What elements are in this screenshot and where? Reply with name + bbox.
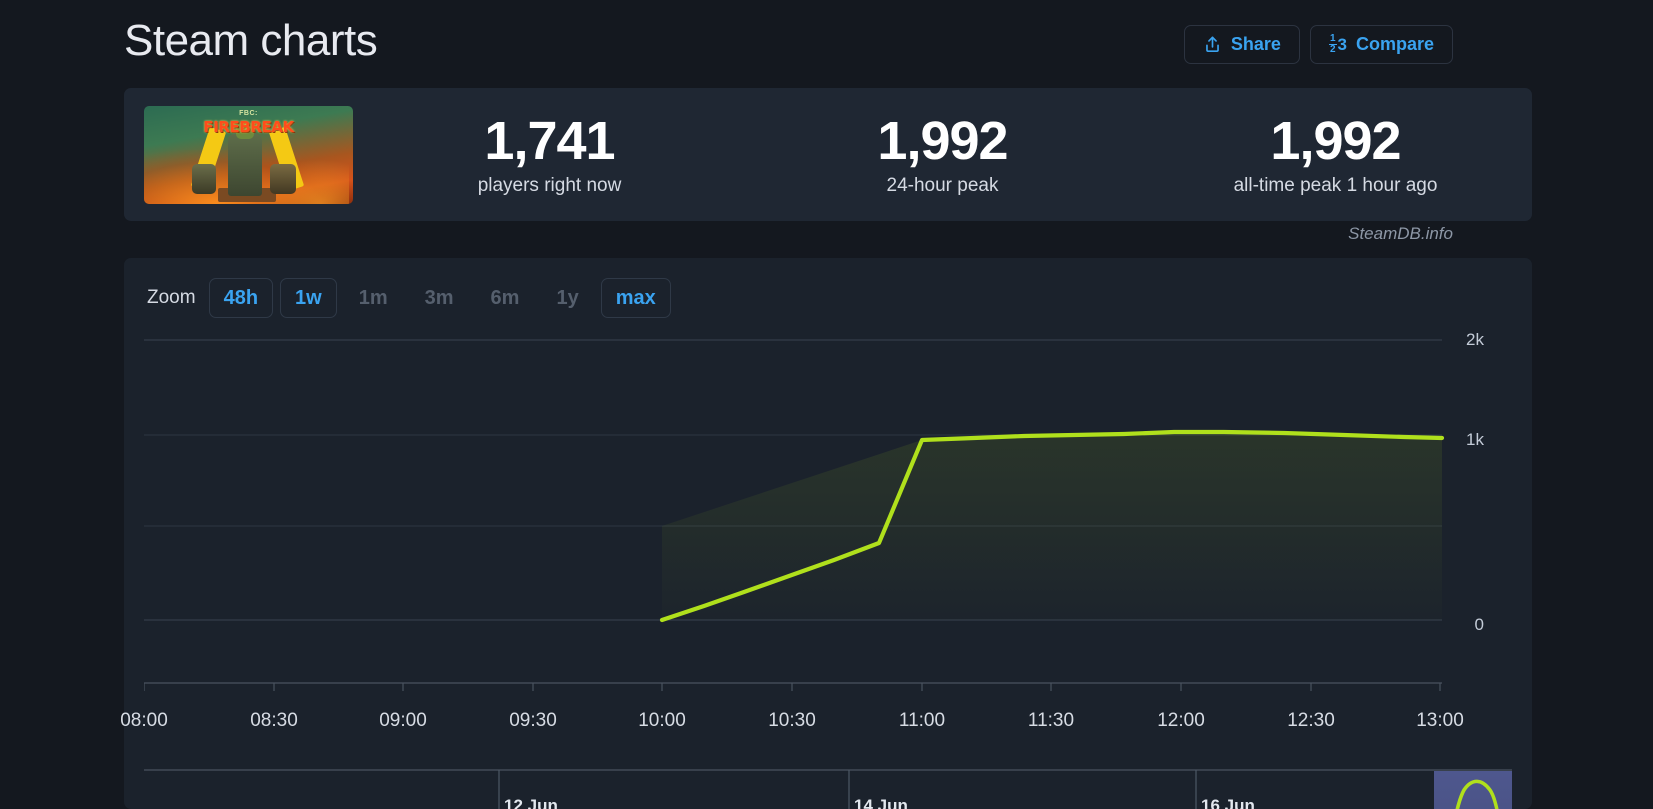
x-axis-tick-label: 11:00 — [898, 710, 946, 731]
compare-button[interactable]: 1 2 3 Compare — [1309, 25, 1453, 64]
stat-value: 1,992 — [877, 110, 1008, 171]
x-axis-tick-label: 09:00 — [379, 710, 427, 731]
stat-24-hour-peak: 1,992 24-hour peak — [746, 112, 1139, 197]
x-axis-tick-label: 12:00 — [1157, 710, 1205, 731]
thumbnail-logo-prefix: FBC: — [239, 109, 258, 117]
chart-plot-area[interactable]: 2k 1k 0 08:00 08:30 09:00 09:30 10:00 10… — [120, 330, 1512, 809]
zoom-button-max[interactable]: max — [600, 278, 671, 318]
stat-value: 1,992 — [1270, 110, 1401, 171]
share-button[interactable]: Share — [1183, 25, 1300, 64]
zoom-range-selector: Zoom 48h 1w 1m 3m 6m 1y max — [147, 278, 671, 318]
thumbnail-figure-right — [270, 163, 296, 194]
zoom-button-1w[interactable]: 1w — [280, 278, 337, 318]
navigator-date-label: 12 Jun — [504, 796, 558, 809]
compare-icon-trailing-digit: 3 — [1337, 35, 1347, 54]
chart-area-fill — [662, 432, 1442, 620]
x-axis-tick-label: 09:30 — [509, 710, 557, 731]
stat-all-time-peak: 1,992 all-time peak 1 hour ago — [1139, 112, 1532, 197]
x-axis-tick-label: 11:30 — [1027, 710, 1075, 731]
chart-x-ticks — [144, 683, 1441, 691]
zoom-button-1y[interactable]: 1y — [556, 286, 579, 309]
stat-label: 24-hour peak — [886, 175, 999, 197]
header-actions: Share 1 2 3 Compare — [1183, 25, 1453, 64]
navigator-date-label: 14 Jun — [854, 796, 908, 809]
stat-value: 1,741 — [484, 110, 615, 171]
compare-button-label: Compare — [1355, 34, 1434, 54]
zoom-button-48h[interactable]: 48h — [208, 278, 274, 318]
navigator-selection[interactable] — [1434, 771, 1512, 809]
x-axis-tick-label: 08:00 — [120, 710, 168, 731]
x-axis-tick-label: 10:00 — [638, 710, 686, 731]
thumbnail-figure-center — [228, 122, 262, 196]
chart-series-line — [659, 429, 1445, 623]
player-count-line-chart[interactable] — [144, 338, 1512, 809]
share-button-label: Share — [1230, 34, 1281, 54]
chart-navigator[interactable] — [144, 769, 1512, 809]
stats-card: FBC: FIREBREAK 1,741 players right now 1… — [124, 88, 1532, 221]
x-axis-tick-label: 08:30 — [250, 710, 298, 731]
thumbnail-logo-title: FIREBREAK — [203, 117, 294, 136]
chart-panel: Zoom 48h 1w 1m 3m 6m 1y max — [120, 258, 1532, 809]
zoom-button-1m[interactable]: 1m — [358, 286, 388, 309]
steamdb-credit: SteamDB.info — [1348, 224, 1453, 243]
page-title: Steam charts — [124, 16, 378, 65]
stat-label: all-time peak 1 hour ago — [1233, 175, 1438, 197]
y-axis-tick-1k: 1k — [1466, 430, 1484, 449]
x-axis-tick-label: 13:00 — [1416, 710, 1464, 731]
y-axis-tick-0: 0 — [1474, 615, 1484, 634]
thumbnail-figure-left — [192, 163, 216, 194]
compare-icon-numerator: 1 — [1328, 32, 1337, 45]
zoom-button-3m[interactable]: 3m — [424, 286, 454, 309]
page-header: Steam charts Share 1 2 3 Compare — [0, 0, 1653, 84]
y-axis-tick-2k: 2k — [1466, 330, 1484, 349]
x-axis-tick-label: 10:30 — [768, 710, 816, 731]
navigator-mini-series — [1455, 779, 1499, 809]
x-axis-tick-label: 12:30 — [1287, 710, 1335, 731]
zoom-label: Zoom — [147, 287, 196, 308]
fraction-compare-icon: 1 2 3 — [1328, 32, 1347, 56]
compare-icon-denominator: 2 — [1329, 44, 1336, 55]
game-thumbnail[interactable]: FBC: FIREBREAK — [144, 105, 353, 204]
share-upload-icon — [1203, 35, 1222, 54]
stat-players-right-now: 1,741 players right now — [353, 112, 746, 197]
stat-label: players right now — [477, 175, 622, 197]
zoom-button-6m[interactable]: 6m — [490, 286, 520, 309]
navigator-date-label: 16 Jun — [1201, 796, 1255, 809]
